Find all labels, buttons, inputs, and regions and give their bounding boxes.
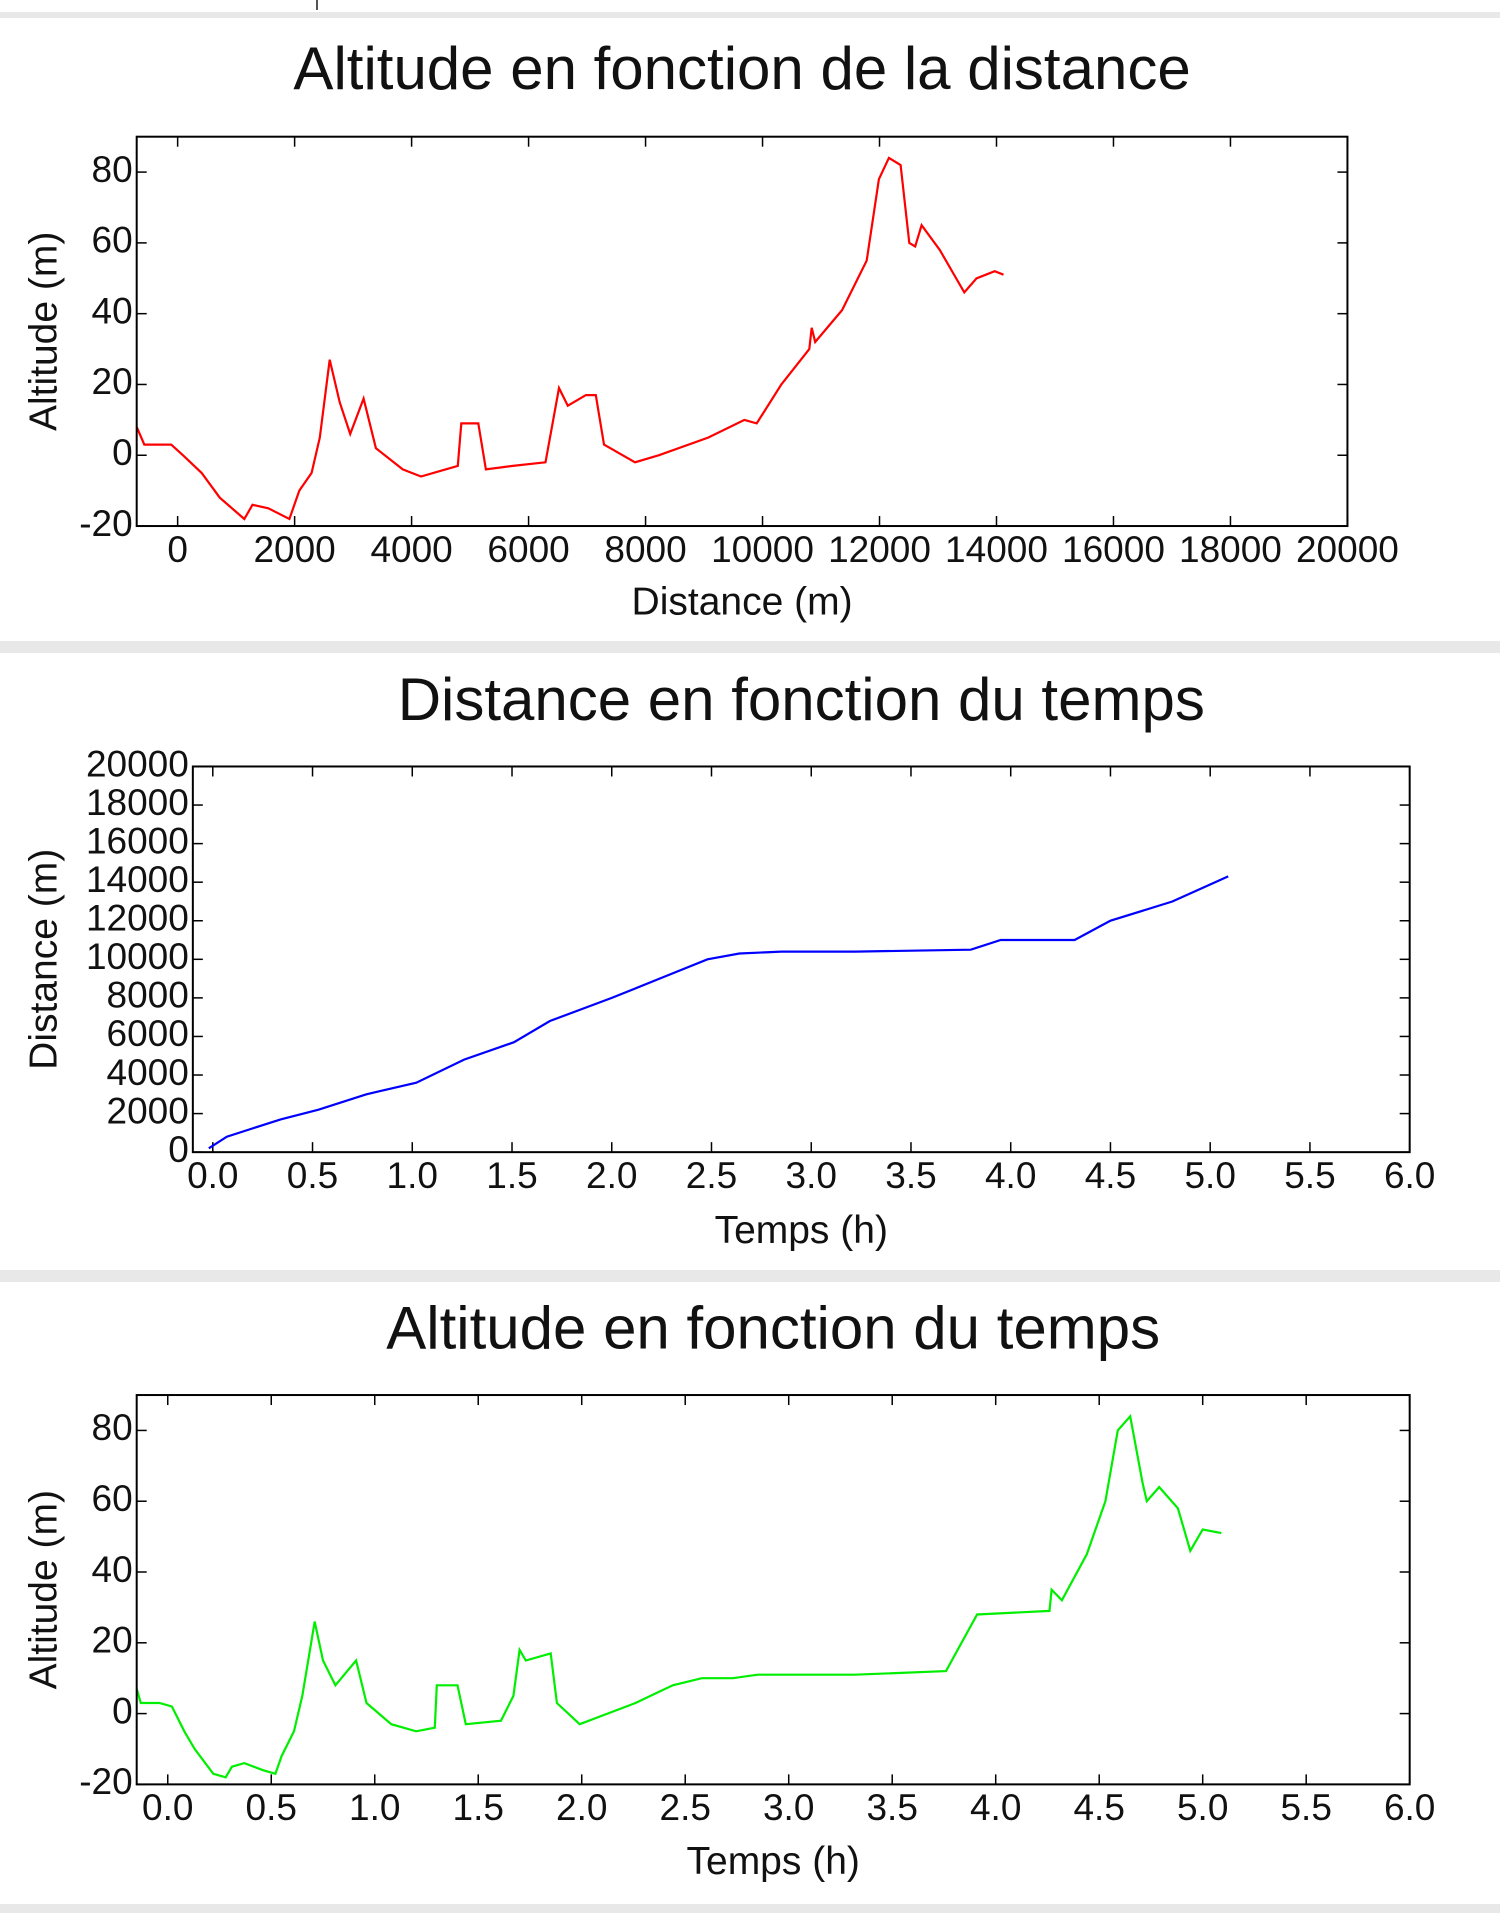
chart-title: Altitude en fonction de la distance (293, 35, 1190, 102)
x-tick-label: 5.0 (1184, 1155, 1235, 1196)
x-tick-label: 14000 (945, 529, 1048, 570)
separator (0, 1270, 1500, 1282)
y-tick-label: 20 (92, 361, 133, 402)
y-tick-label: 18000 (86, 782, 189, 823)
y-tick-label: 20 (92, 1620, 133, 1661)
y-tick-label: 6000 (107, 1013, 189, 1054)
x-tick-label: 3.5 (885, 1155, 936, 1196)
y-tick-label: 60 (92, 220, 133, 261)
x-tick-label: 2.0 (556, 1787, 607, 1828)
x-tick-label: 1.0 (349, 1787, 400, 1828)
x-axis-label: Temps (h) (715, 1209, 888, 1252)
x-tick-label: 0.5 (287, 1155, 338, 1196)
y-tick-label: 20000 (86, 743, 189, 784)
y-axis-label: Altitude (m) (22, 1490, 65, 1689)
data-line (208, 875, 1229, 1150)
chart-title: Altitude en fonction du temps (386, 1295, 1160, 1362)
y-tick-label: 10000 (86, 936, 189, 977)
x-tick-label: 2000 (253, 529, 335, 570)
x-tick-label: 12000 (828, 529, 931, 570)
x-tick-label: 20000 (1296, 529, 1399, 570)
separator (0, 1904, 1500, 1913)
x-tick-label: 2.0 (586, 1155, 637, 1196)
x-tick-label: 4.5 (1085, 1155, 1136, 1196)
x-tick-label: 4000 (370, 529, 452, 570)
x-tick-label: 0.0 (187, 1155, 238, 1196)
x-tick-label: 5.5 (1280, 1787, 1331, 1828)
x-tick-label: 6.0 (1384, 1155, 1435, 1196)
x-axis-label: Temps (h) (687, 1840, 860, 1883)
y-tick-label: -20 (79, 1761, 132, 1802)
plot-frame (191, 765, 1411, 1154)
data-line (135, 1413, 1222, 1779)
y-tick-label: 40 (92, 290, 133, 331)
x-tick-label: 1.5 (486, 1155, 537, 1196)
y-tick-label: 4000 (107, 1052, 189, 1093)
x-tick-label: 0.0 (142, 1787, 193, 1828)
y-tick-label: 16000 (86, 820, 189, 861)
x-tick-label: 1.5 (453, 1787, 504, 1828)
x-tick-label: 2.5 (686, 1155, 737, 1196)
separator (0, 641, 1500, 653)
y-tick-label: -20 (79, 503, 132, 544)
x-axis-label: Distance (m) (632, 580, 853, 623)
x-tick-label: 1.0 (387, 1155, 438, 1196)
y-tick-label: 0 (112, 432, 133, 473)
x-tick-label: 0.5 (246, 1787, 297, 1828)
y-axis-label: Distance (m) (22, 849, 65, 1070)
plot-frame (135, 135, 1349, 528)
x-tick-label: 3.0 (763, 1787, 814, 1828)
x-tick-label: 3.5 (866, 1787, 917, 1828)
x-tick-label: 16000 (1062, 529, 1165, 570)
x-tick-label: 0 (167, 529, 188, 570)
x-tick-label: 4.0 (970, 1787, 1021, 1828)
x-tick-label: 5.0 (1177, 1787, 1228, 1828)
chart-title: Distance en fonction du temps (398, 666, 1205, 733)
x-tick-label: 6.0 (1384, 1787, 1435, 1828)
x-tick-label: 10000 (711, 529, 814, 570)
y-tick-label: 60 (92, 1478, 133, 1519)
y-tick-label: 80 (92, 149, 133, 190)
plot-frame (135, 1394, 1411, 1786)
x-tick-label: 5.5 (1284, 1155, 1335, 1196)
y-tick-label: 12000 (86, 898, 189, 939)
x-tick-label: 18000 (1179, 529, 1282, 570)
data-line (135, 156, 1004, 521)
x-tick-label: 6000 (487, 529, 569, 570)
x-tick-label: 2.5 (660, 1787, 711, 1828)
y-axis-label: Altitude (m) (22, 232, 65, 431)
y-tick-label: 40 (92, 1549, 133, 1590)
separator (0, 12, 1500, 18)
x-tick-label: 8000 (604, 529, 686, 570)
x-tick-label: 4.5 (1073, 1787, 1124, 1828)
x-tick-label: 3.0 (786, 1155, 837, 1196)
y-tick-label: 0 (112, 1690, 133, 1731)
y-tick-label: 8000 (107, 975, 189, 1016)
y-tick-label: 80 (92, 1407, 133, 1448)
y-tick-label: 2000 (107, 1090, 189, 1131)
x-tick-label: 4.0 (985, 1155, 1036, 1196)
y-tick-label: 0 (168, 1129, 189, 1170)
y-tick-label: 14000 (86, 859, 189, 900)
